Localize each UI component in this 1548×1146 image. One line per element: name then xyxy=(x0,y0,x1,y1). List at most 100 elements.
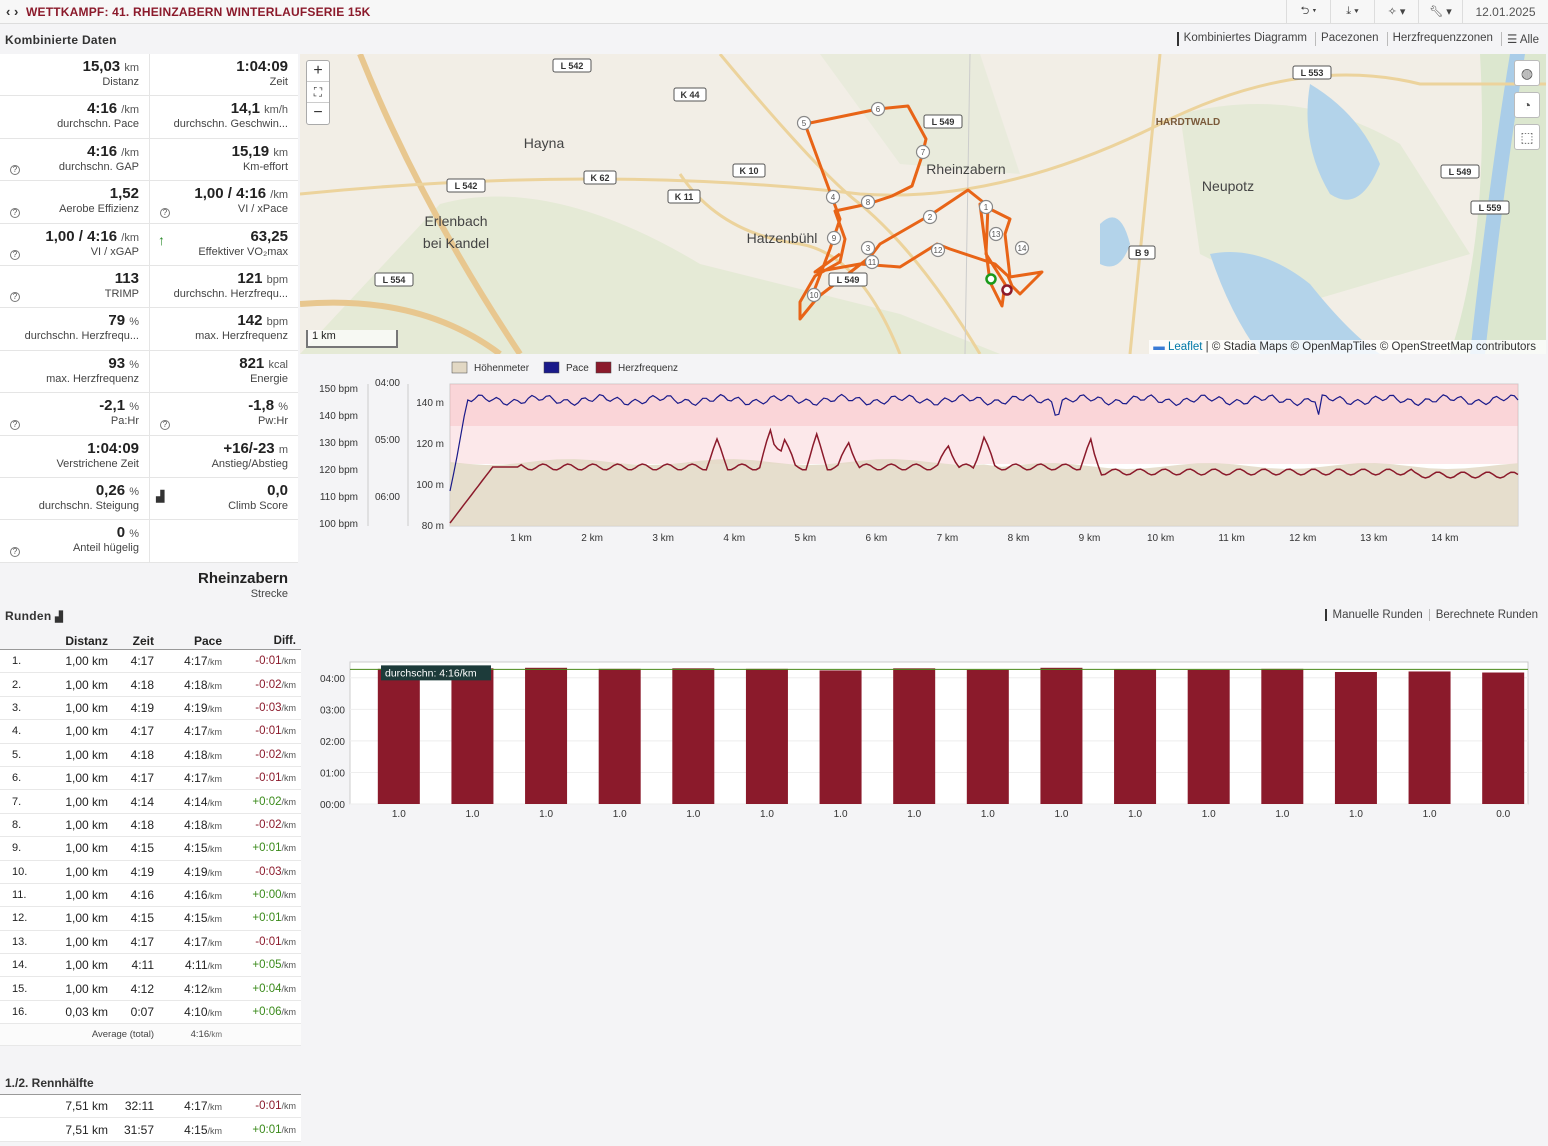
magic-wand-icon[interactable]: ✧ ▾ xyxy=(1374,0,1418,23)
lap-bar[interactable] xyxy=(966,669,1009,804)
stat-label: VI / xGAP xyxy=(90,245,139,258)
tab-all[interactable]: ☰ Alle xyxy=(1500,32,1544,46)
lap-row[interactable]: 6. 1,00 km 4:17 4:17/km -0:01/km xyxy=(0,766,301,791)
stat-number: 93 xyxy=(108,354,126,372)
km-marker[interactable]: 8 xyxy=(860,194,876,210)
lap-row[interactable]: 15. 1,00 km 4:12 4:12/km +0:04/km xyxy=(0,977,301,1001)
lap-row[interactable]: 1. 1,00 km 4:17 4:17/km -0:01/km xyxy=(0,650,301,674)
km-marker[interactable]: 5 xyxy=(796,115,812,131)
map-shape-icon[interactable]: ⬚ xyxy=(1514,124,1540,150)
tab-manual-laps[interactable]: Manuelle Runden xyxy=(1324,609,1429,621)
lap-bar[interactable] xyxy=(1408,671,1451,804)
lap-row[interactable]: 4. 1,00 km 4:17 4:17/km -0:01/km xyxy=(0,720,301,744)
km-marker[interactable]: 14 xyxy=(1014,240,1030,256)
tab-combined-chart[interactable]: Kombiniertes Diagramm xyxy=(1176,32,1312,46)
help-icon[interactable]: ? xyxy=(10,546,20,557)
legend-label[interactable]: Pace xyxy=(566,363,589,374)
download-icon[interactable]: ⤓ ▾ xyxy=(1330,0,1374,23)
wrench-icon[interactable]: 🔧︎ ▾ xyxy=(1418,0,1462,23)
lap-bar[interactable] xyxy=(377,668,420,804)
lap-row[interactable]: 8. 1,00 km 4:18 4:18/km -0:02/km xyxy=(0,813,301,838)
tab-hr-zones[interactable]: Herzfrequenzzonen xyxy=(1386,32,1498,46)
km-marker[interactable]: 13 xyxy=(988,226,1004,242)
svg-text:L 549: L 549 xyxy=(932,117,955,127)
legend-label[interactable]: Höhenmeter xyxy=(474,363,530,374)
nav-arrows[interactable]: ‹ › xyxy=(6,4,19,19)
lap-bar[interactable] xyxy=(525,667,568,804)
combined-chart[interactable]: Höhenmeter Pace Herzfrequenz 1 km 2 km 3 km 4 … xyxy=(300,356,1546,602)
help-icon[interactable]: ? xyxy=(10,165,20,176)
combined-chart-svg[interactable]: Höhenmeter Pace Herzfrequenz 1 km 2 km 3 km 4 … xyxy=(300,356,1546,602)
lap-bar[interactable] xyxy=(1187,669,1230,804)
lap-row[interactable]: 10. 1,00 km 4:19 4:19/km -0:03/km xyxy=(0,860,301,884)
help-icon[interactable]: ? xyxy=(160,207,170,218)
lap-row[interactable]: 2. 1,00 km 4:18 4:18/km -0:02/km xyxy=(0,673,301,697)
stat-cell: 15,19 km Km-effort xyxy=(149,138,298,181)
legend-swatch xyxy=(451,361,468,374)
zoom-in-button[interactable]: + xyxy=(307,61,329,82)
km-marker[interactable]: 7 xyxy=(915,144,931,160)
help-icon[interactable]: ? xyxy=(10,207,20,218)
laps-chart[interactable]: 04:00 03:00 02:00 01:00 00:00 1.0 1.0 1.0 1.0 1.0… xyxy=(300,650,1546,830)
km-marker[interactable]: 1 xyxy=(978,199,994,215)
lap-row[interactable]: 5. 1,00 km 4:18 4:18/km -0:02/km xyxy=(0,743,301,767)
lap-bar[interactable] xyxy=(1114,669,1157,804)
fullscreen-button[interactable]: ⛶ xyxy=(307,82,329,103)
tab-computed-laps[interactable]: Berechnete Runden xyxy=(1428,609,1544,621)
km-marker[interactable]: 11 xyxy=(864,254,880,270)
globe-icon[interactable]: ◍ xyxy=(1514,60,1540,86)
lap-bar[interactable] xyxy=(745,668,788,804)
lap-row[interactable]: 13. 1,00 km 4:17 4:17/km -0:01/km xyxy=(0,930,301,955)
lap-row[interactable]: 12. 1,00 km 4:15 4:15/km +0:01/km xyxy=(0,907,301,931)
km-marker[interactable]: 3 xyxy=(860,240,876,256)
lap-time: 4:19 xyxy=(130,864,154,879)
stat-value: +16/-23 m xyxy=(150,440,288,457)
km-marker[interactable]: 6 xyxy=(870,101,886,117)
lap-row[interactable]: 14. 1,00 km 4:11 4:11/km +0:05/km xyxy=(0,954,301,978)
lap-bar[interactable] xyxy=(893,668,936,804)
km-marker[interactable]: 2 xyxy=(922,209,938,225)
lap-bar[interactable] xyxy=(1040,667,1083,804)
laps-chart-svg[interactable]: 04:00 03:00 02:00 01:00 00:00 1.0 1.0 1.0 1.0 1.0… xyxy=(300,650,1546,830)
column-header[interactable]: Diff. xyxy=(273,634,296,647)
lap-bar[interactable] xyxy=(819,670,862,804)
lap-row[interactable]: 7. 1,00 km 4:14 4:14/km +0:02/km xyxy=(0,790,301,814)
half-row[interactable]: 7,51 km 32:11 4:17/km -0:01/km xyxy=(0,1095,301,1119)
lap-bar[interactable] xyxy=(598,668,641,804)
km-marker[interactable]: 12 xyxy=(930,242,946,258)
chart-toggle-icon[interactable]: ▟ xyxy=(55,612,64,623)
lap-bar[interactable] xyxy=(1261,668,1304,804)
lap-bar[interactable] xyxy=(672,668,715,804)
help-icon[interactable]: ? xyxy=(10,249,20,260)
help-icon[interactable]: ? xyxy=(160,419,170,430)
help-icon[interactable]: ? xyxy=(10,419,20,430)
speedometer-icon[interactable]: ◔ xyxy=(1514,92,1540,118)
lap-bar[interactable] xyxy=(451,668,494,804)
km-marker[interactable]: 9 xyxy=(826,230,842,246)
column-header[interactable]: Zeit xyxy=(132,633,154,648)
lap-bar[interactable] xyxy=(1482,672,1525,804)
column-header[interactable]: Distanz xyxy=(65,633,108,648)
laps-table: Distanz Zeit Pace Diff. 1. 1,00 km 4:17 4:17/km… xyxy=(0,632,301,1047)
zoom-out-button[interactable]: − xyxy=(313,104,323,121)
help-icon[interactable]: ? xyxy=(10,292,20,303)
km-marker[interactable]: 4 xyxy=(825,189,841,205)
lap-row[interactable]: 11. 1,00 km 4:16 4:16/km +0:00/km xyxy=(0,883,301,908)
leaflet-link[interactable]: Leaflet xyxy=(1167,341,1203,353)
stat-label: Aerobe Effizienz xyxy=(59,203,139,216)
lap-diff: -0:03/km xyxy=(222,866,296,878)
legend-label[interactable]: Herzfrequenz xyxy=(618,363,678,374)
lap-row[interactable]: 9. 1,00 km 4:15 4:15/km +0:01/km xyxy=(0,837,301,861)
lap-bar[interactable] xyxy=(1334,671,1377,804)
column-header[interactable]: Pace xyxy=(193,633,222,648)
tab-pace-zones[interactable]: Pacezonen xyxy=(1315,32,1384,46)
unit: /km xyxy=(281,936,297,947)
km-marker[interactable]: 10 xyxy=(806,287,822,303)
share-icon[interactable]: ⮌ ▾ xyxy=(1286,0,1330,23)
svg-text:K 11: K 11 xyxy=(675,192,694,202)
route-map[interactable]: 1 2 3 4 5 6 7 8 9 10 11 12 13 14 Hayna Erlenbach bei Ka… xyxy=(300,54,1546,354)
lap-row[interactable]: 16. 0,03 km 0:07 4:10/km +0:06/km xyxy=(0,1000,301,1025)
half-row[interactable]: 7,51 km 31:57 4:15/km +0:01/km xyxy=(0,1118,301,1142)
lap-row[interactable]: 3. 1,00 km 4:19 4:19/km -0:03/km xyxy=(0,696,301,721)
